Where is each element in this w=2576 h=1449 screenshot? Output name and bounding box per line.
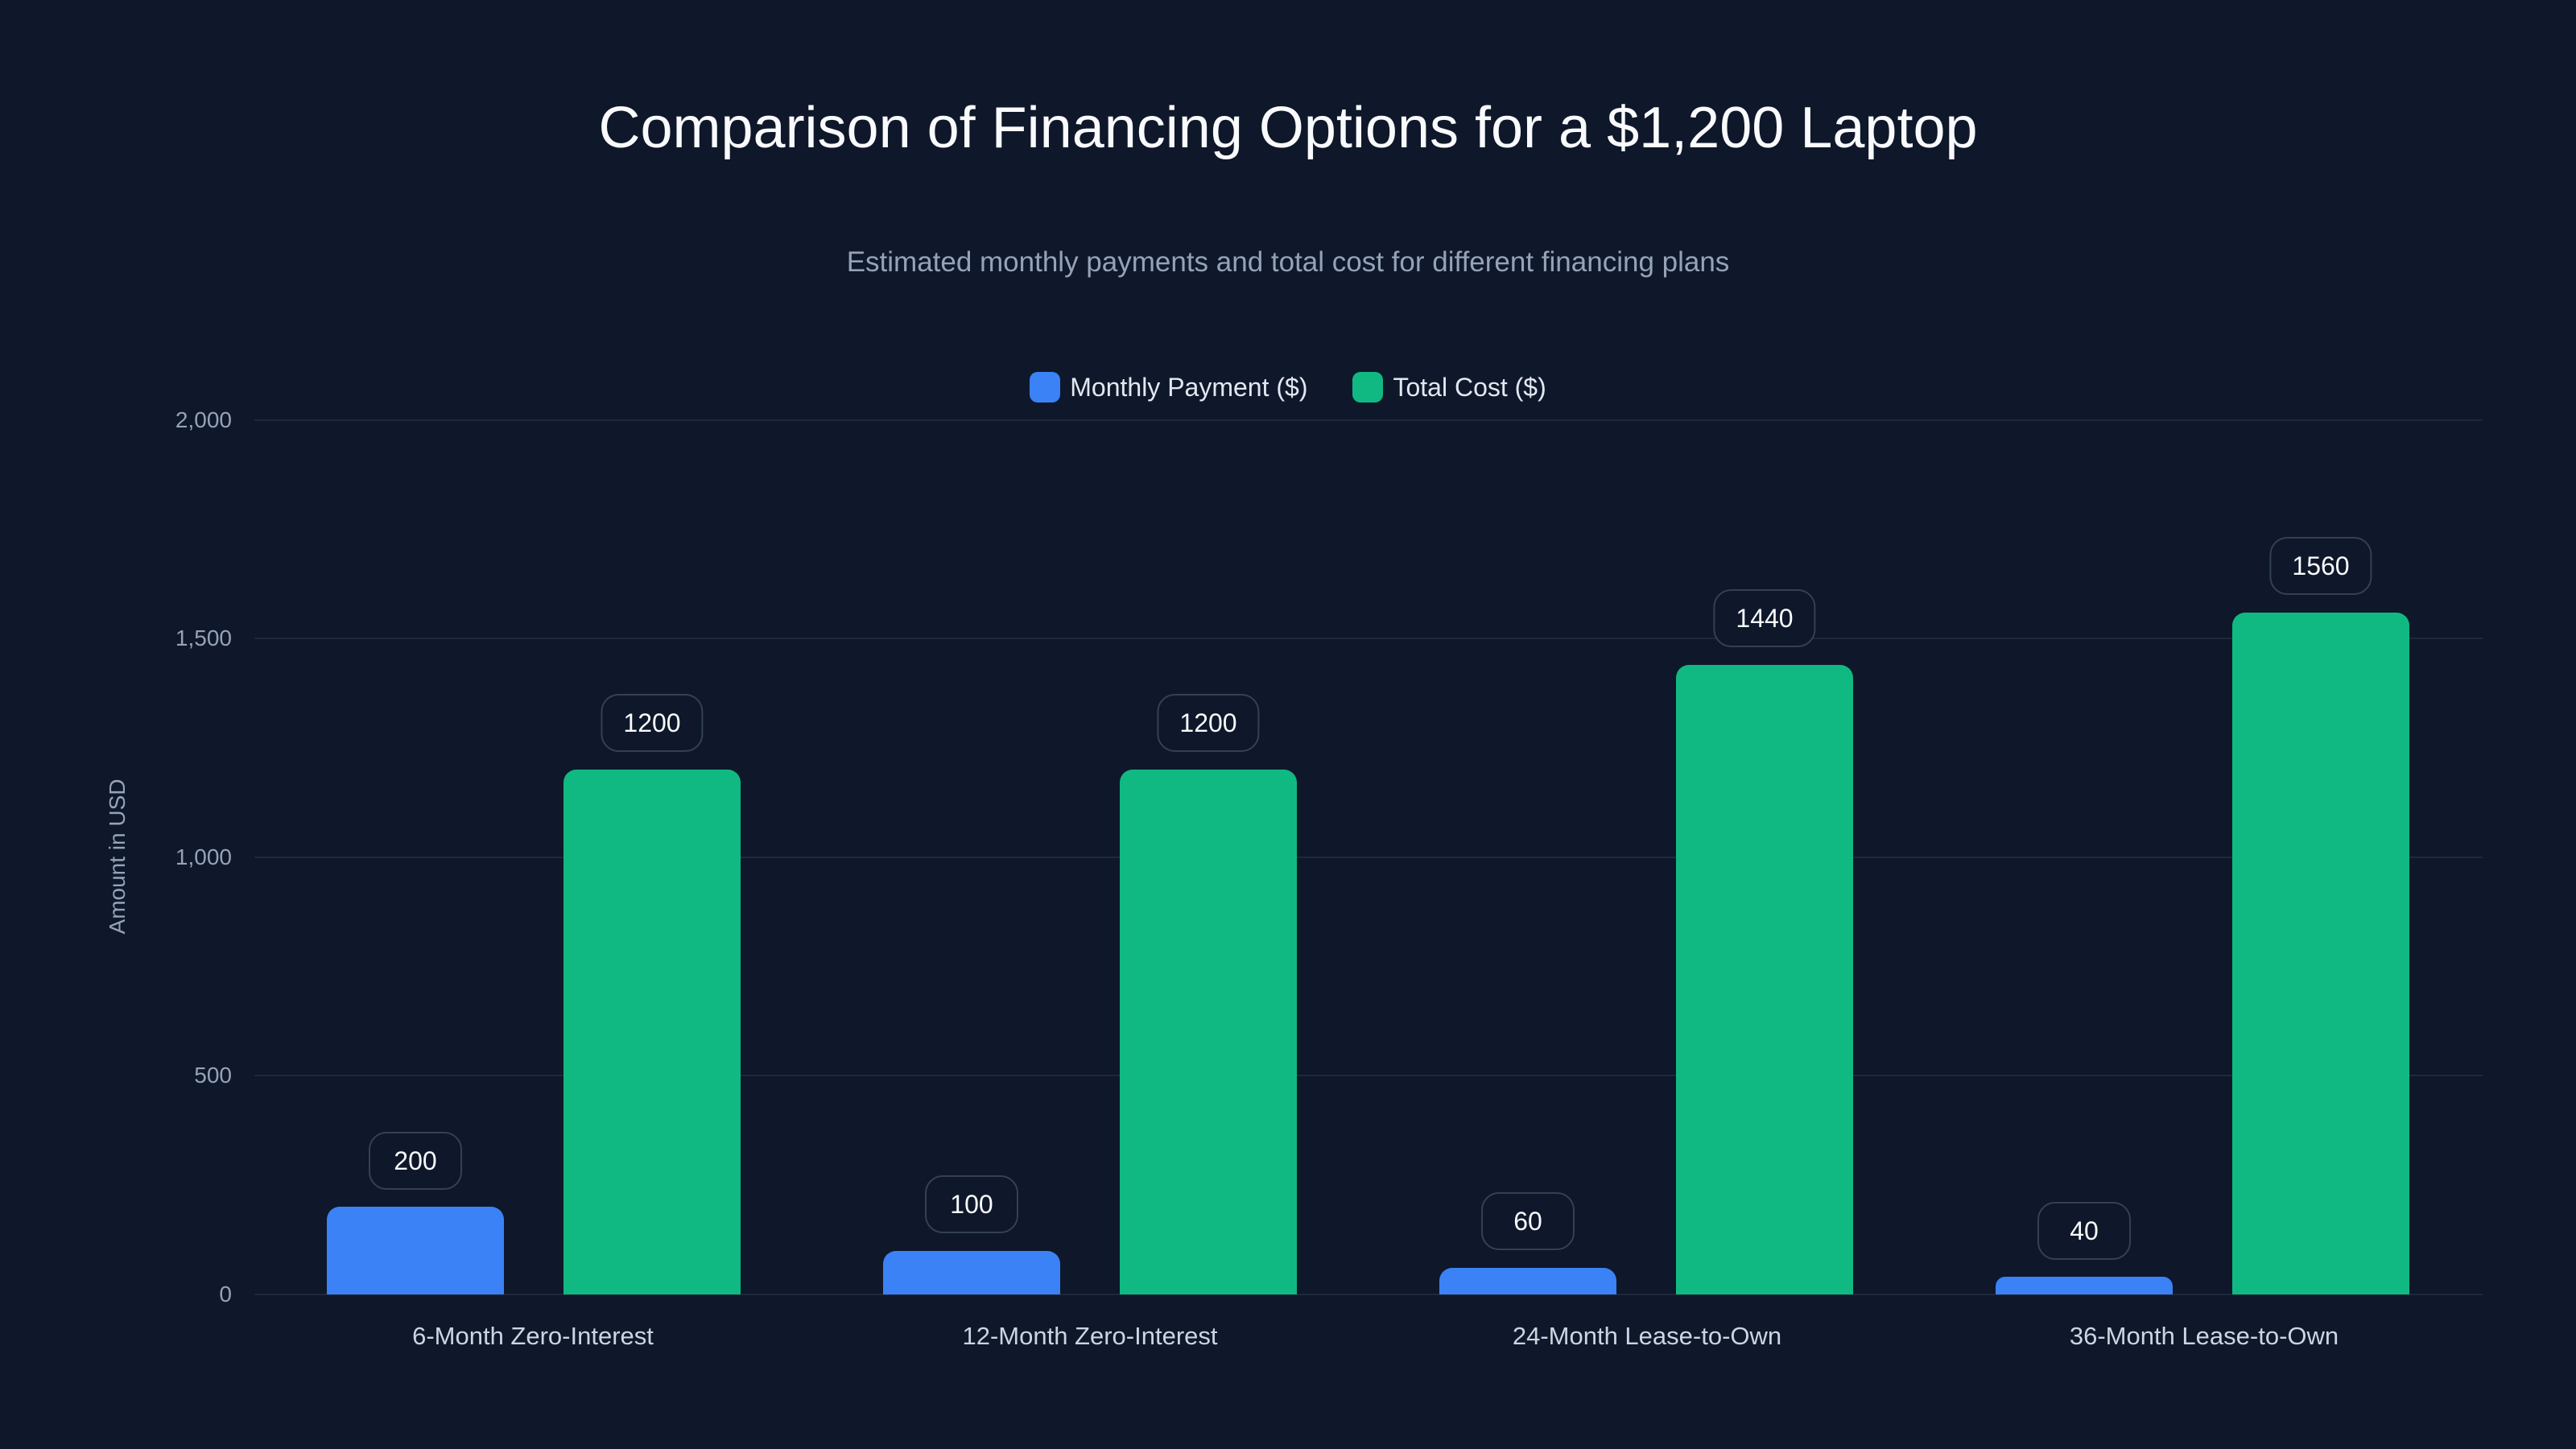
gridline-1000 [254,857,2483,858]
legend-swatch-blue-icon [1030,372,1061,402]
chart-subtitle: Estimated monthly payments and total cos… [846,246,1730,278]
x-category-label: 24-Month Lease-to-Own [1512,1322,1782,1350]
gridline-0 [254,1294,2483,1295]
value-label: 40 [2037,1202,2131,1260]
y-axis-title: Amount in USD [105,778,130,935]
value-label: 1560 [2269,537,2372,595]
value-label: 200 [369,1132,462,1190]
y-tick-label: 1,000 [175,844,232,869]
legend-label: Monthly Payment ($) [1070,372,1308,402]
y-tick-label: 500 [194,1063,232,1088]
legend: Monthly Payment ($) Total Cost ($) [0,372,2576,402]
bar-monthly-payment-36-month[interactable] [1996,1277,2173,1294]
value-label: 60 [1481,1192,1575,1250]
value-label: 100 [925,1175,1018,1233]
y-tick-label: 0 [219,1282,232,1307]
bar-monthly-payment-12-month[interactable] [883,1251,1060,1294]
bar-total-cost-36-month[interactable] [2232,613,2409,1294]
legend-swatch-green-icon [1352,372,1384,402]
legend-item-total-cost[interactable]: Total Cost ($) [1352,372,1546,402]
gridline-1500 [254,638,2483,639]
value-label: 1200 [1157,694,1260,752]
value-label: 1200 [601,694,704,752]
bar-total-cost-6-month[interactable] [564,770,741,1294]
bar-monthly-payment-6-month[interactable] [327,1207,504,1294]
bar-total-cost-12-month[interactable] [1120,770,1297,1294]
bar-total-cost-24-month[interactable] [1676,665,1853,1294]
gridline-2000 [254,419,2483,421]
x-category-label: 6-Month Zero-Interest [412,1322,654,1350]
gridline-500 [254,1075,2483,1076]
value-label: 1440 [1713,589,1816,647]
bar-monthly-payment-24-month[interactable] [1439,1268,1616,1294]
x-category-label: 36-Month Lease-to-Own [2069,1322,2339,1350]
y-tick-label: 2,000 [175,407,232,432]
legend-label: Total Cost ($) [1393,372,1546,402]
legend-item-monthly-payment[interactable]: Monthly Payment ($) [1030,372,1307,402]
x-category-label: 12-Month Zero-Interest [962,1322,1218,1350]
y-tick-label: 1,500 [175,625,232,650]
chart-title: Comparison of Financing Options for a $1… [598,96,1978,160]
